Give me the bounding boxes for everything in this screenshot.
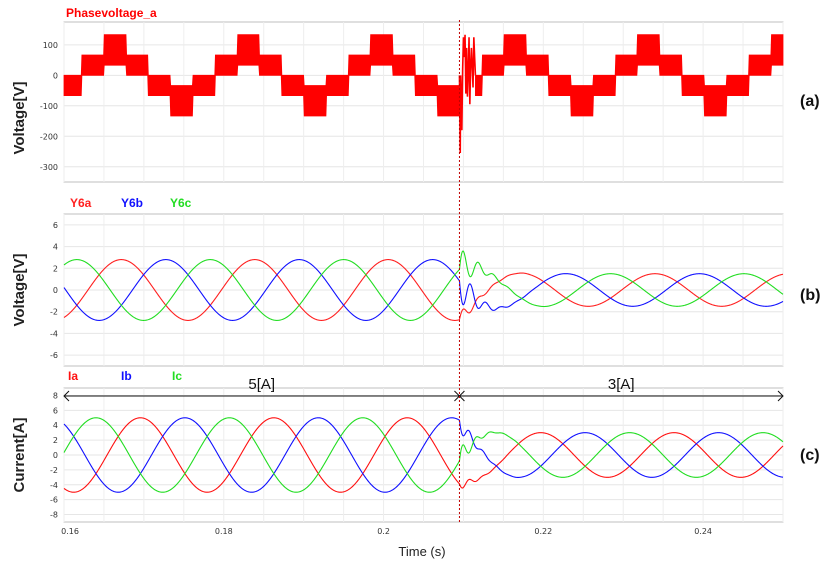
y-ticks-a: 100 0 -100 -200 -300 xyxy=(40,41,58,172)
y-tick-label: -4 xyxy=(50,329,58,338)
y-tick-label: -2 xyxy=(50,308,58,317)
x-axis-label: Time (s) xyxy=(398,544,445,559)
y-tick-label: 2 xyxy=(53,436,58,445)
x-ticks-c: 0.16 0.18 0.2 0.22 0.24 xyxy=(61,527,712,536)
y-tick-label: -300 xyxy=(40,163,58,172)
legend-entry-y6b: Y6b xyxy=(121,196,143,210)
x-tick-label: 0.16 xyxy=(61,527,79,536)
legend-entry-ic: Ic xyxy=(172,369,182,383)
series-line-y6c xyxy=(63,250,784,321)
y-tick-label: 2 xyxy=(53,264,58,273)
panel-label-c: (c) xyxy=(800,447,820,464)
y-tick-label: 6 xyxy=(53,406,58,415)
y-tick-label: -4 xyxy=(50,481,58,490)
panel-a: 100 0 -100 -200 -300 Phasevoltage_a Voltage[… xyxy=(11,6,820,183)
grid-b xyxy=(63,214,784,366)
y-tick-label: 4 xyxy=(53,243,58,252)
series-line-ib xyxy=(63,417,784,493)
y-ticks-c: 8 6 4 2 0 -2 -4 -6 -8 xyxy=(50,391,58,519)
series-line-ia xyxy=(63,417,784,493)
y-tick-label: -6 xyxy=(50,496,58,505)
legend-entry-y6c: Y6c xyxy=(170,196,192,210)
phase-voltage-a-transient xyxy=(458,34,477,154)
series-line-y6a xyxy=(63,259,784,321)
y-tick-label: -100 xyxy=(40,102,58,111)
y-tick-label: 100 xyxy=(43,41,58,50)
legend-entry-ia: Ia xyxy=(68,369,78,383)
y-tick-label: 4 xyxy=(53,421,58,430)
series-line-ic xyxy=(63,417,784,493)
y-tick-label: 0 xyxy=(53,71,58,80)
chart-title-a: Phasevoltage_a xyxy=(66,6,157,20)
x-tick-label: 0.22 xyxy=(534,527,552,536)
y-tick-label: -2 xyxy=(50,466,58,475)
panel-label-a: (a) xyxy=(800,93,820,110)
legend-entry-ib: Ib xyxy=(121,369,132,383)
y-axis-label-a: Voltage[V] xyxy=(11,81,28,154)
y-tick-label: 0 xyxy=(53,286,58,295)
panel-label-b: (b) xyxy=(800,287,820,304)
y-tick-label: 8 xyxy=(53,391,58,400)
x-tick-label: 0.24 xyxy=(694,527,712,536)
y-tick-label: -6 xyxy=(50,351,58,360)
y-axis-label-c: Current[A] xyxy=(11,418,28,493)
annotation-3a: 3[A] xyxy=(608,376,635,393)
y-ticks-b: 6 4 2 0 -2 -4 -6 xyxy=(50,221,58,360)
y-tick-label: 0 xyxy=(53,451,58,460)
annotation-5a: 5[A] xyxy=(248,376,275,393)
y-tick-label: -8 xyxy=(50,511,58,520)
x-tick-label: 0.2 xyxy=(377,527,390,536)
legend-entry-y6a: Y6a xyxy=(70,196,92,210)
panel-b: 6 4 2 0 -2 -4 -6 Y6a Y6b Y6c Voltage[V] (b) xyxy=(11,196,820,367)
current-level-annotations: 5[A] 3[A] xyxy=(63,376,784,402)
y-tick-label: 6 xyxy=(53,221,58,230)
series-line-y6b xyxy=(63,259,784,321)
x-tick-label: 0.18 xyxy=(215,527,233,536)
y-tick-label: -200 xyxy=(40,132,58,141)
y-axis-label-b: Voltage[V] xyxy=(11,253,28,326)
